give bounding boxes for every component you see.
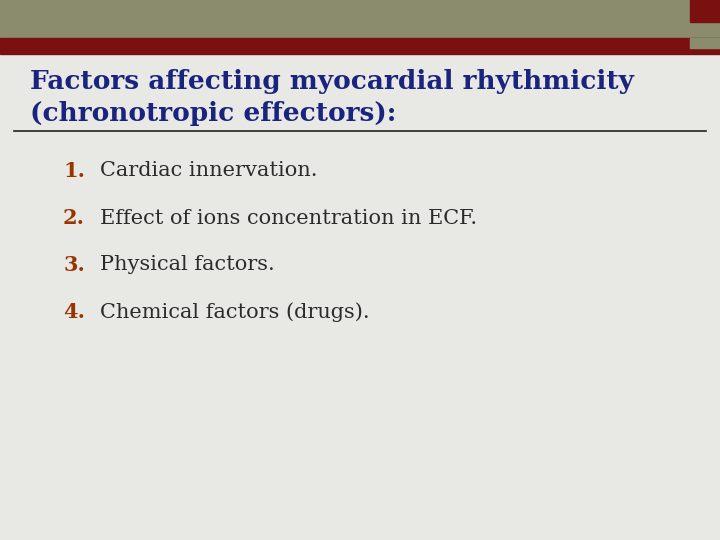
Text: 4.: 4. bbox=[63, 302, 85, 322]
Bar bbox=[0, 0, 720, 38]
Text: Cardiac innervation.: Cardiac innervation. bbox=[100, 161, 318, 180]
Text: (chronotropic effectors):: (chronotropic effectors): bbox=[30, 101, 397, 126]
Text: Effect of ions concentration in ECF.: Effect of ions concentration in ECF. bbox=[100, 208, 477, 227]
Text: Chemical factors (drugs).: Chemical factors (drugs). bbox=[100, 302, 369, 322]
Text: Physical factors.: Physical factors. bbox=[100, 255, 275, 274]
Bar bbox=[690, 0, 720, 22]
Text: 3.: 3. bbox=[63, 255, 85, 275]
Text: 2.: 2. bbox=[63, 208, 85, 228]
Text: 1.: 1. bbox=[63, 161, 85, 181]
Bar bbox=[690, 38, 720, 48]
Text: Factors affecting myocardial rhythmicity: Factors affecting myocardial rhythmicity bbox=[30, 69, 634, 94]
Bar bbox=[0, 38, 720, 54]
